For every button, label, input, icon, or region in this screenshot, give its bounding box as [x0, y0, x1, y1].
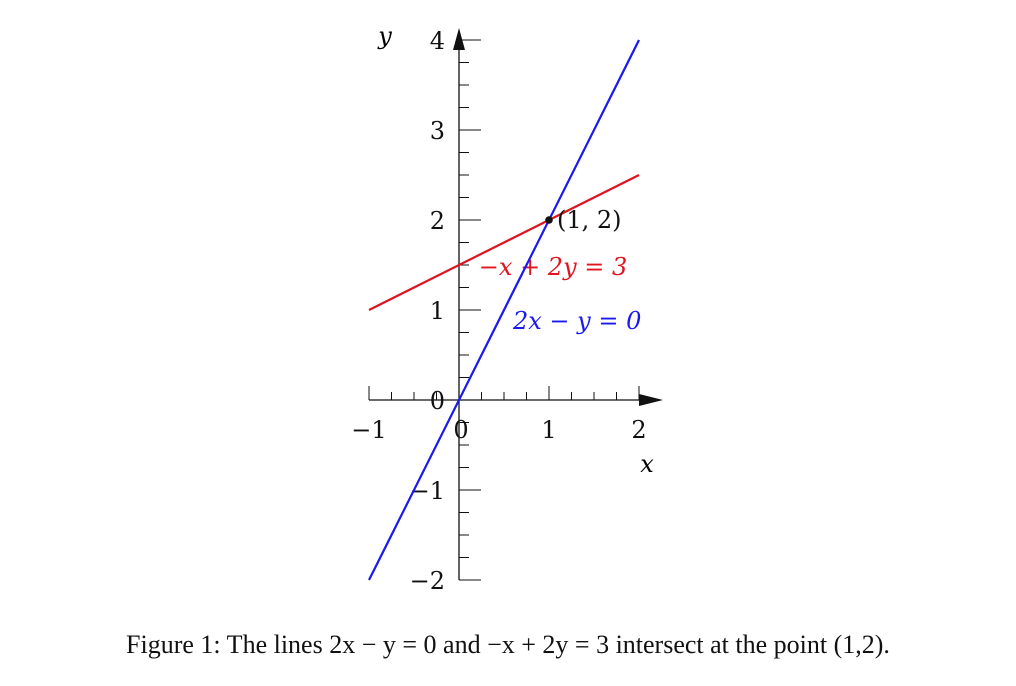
series-label: −x + 2y = 3: [479, 253, 627, 281]
point-label: (1, 2): [557, 206, 622, 234]
x-tick-label: 2: [631, 416, 646, 444]
x-axis-label: x: [640, 450, 654, 478]
points-layer: (1, 2): [545, 206, 622, 234]
series-line: [368, 39, 640, 581]
series-label: 2x − y = 0: [512, 307, 641, 335]
y-axis-arrowhead: [453, 28, 465, 50]
figure-caption: Figure 1: The lines 2x − y = 0 and −x + …: [126, 630, 890, 659]
y-tick-label: −1: [410, 477, 445, 505]
x-tick-label: −1: [351, 416, 386, 444]
x-tick-label: 0: [453, 416, 468, 444]
x-tick-label: 1: [541, 416, 556, 444]
y-tick-label: 4: [430, 27, 445, 55]
y-tick-label: 2: [430, 207, 445, 235]
series-line: [368, 174, 640, 311]
y-tick-label: 1: [430, 297, 445, 325]
y-tick-label: −2: [410, 567, 445, 595]
chart-plot: −1 0 1 2 −2 −1 0 1 2 3 4 −x + 2y = 3 2x − y = 0 (1,…: [351, 22, 663, 595]
intersection-point: [545, 216, 553, 224]
y-tick-label: 0: [430, 387, 445, 415]
series-lines: −x + 2y = 3 2x − y = 0: [368, 39, 641, 581]
y-tick-label: 3: [430, 117, 445, 145]
y-axis-label: y: [377, 22, 392, 50]
x-axis-arrowhead: [639, 394, 663, 406]
tick-labels: −1 0 1 2 −2 −1 0 1 2 3 4: [351, 27, 646, 595]
